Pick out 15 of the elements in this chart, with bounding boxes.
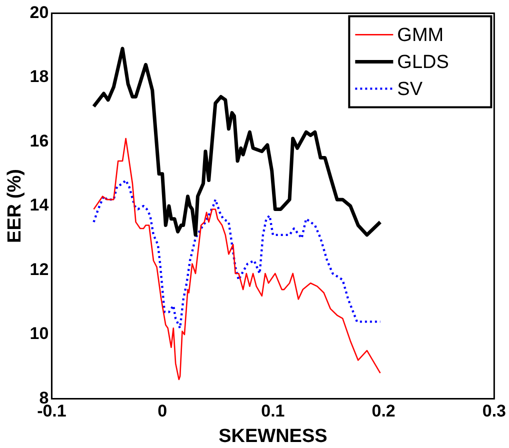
y-tick-label: 14 xyxy=(30,196,50,215)
x-axis-title: SKEWNESS xyxy=(218,426,328,447)
y-tick-label: 16 xyxy=(30,131,49,150)
legend-label: SV xyxy=(397,78,423,100)
y-tick-label: 18 xyxy=(30,67,49,86)
y-tick-label: 12 xyxy=(30,260,49,279)
x-tick-label: 0.2 xyxy=(372,402,396,421)
x-tick-label: 0.3 xyxy=(482,402,506,421)
legend-label: GLDS xyxy=(397,52,449,73)
legend-label: GMM xyxy=(397,24,444,46)
x-tick-label: 0.1 xyxy=(261,402,285,421)
y-tick-label: 20 xyxy=(30,2,49,22)
x-tick-label: 0 xyxy=(158,402,168,421)
y-tick-label: 10 xyxy=(30,324,49,344)
y-axis-title: EER (%) xyxy=(4,169,26,243)
